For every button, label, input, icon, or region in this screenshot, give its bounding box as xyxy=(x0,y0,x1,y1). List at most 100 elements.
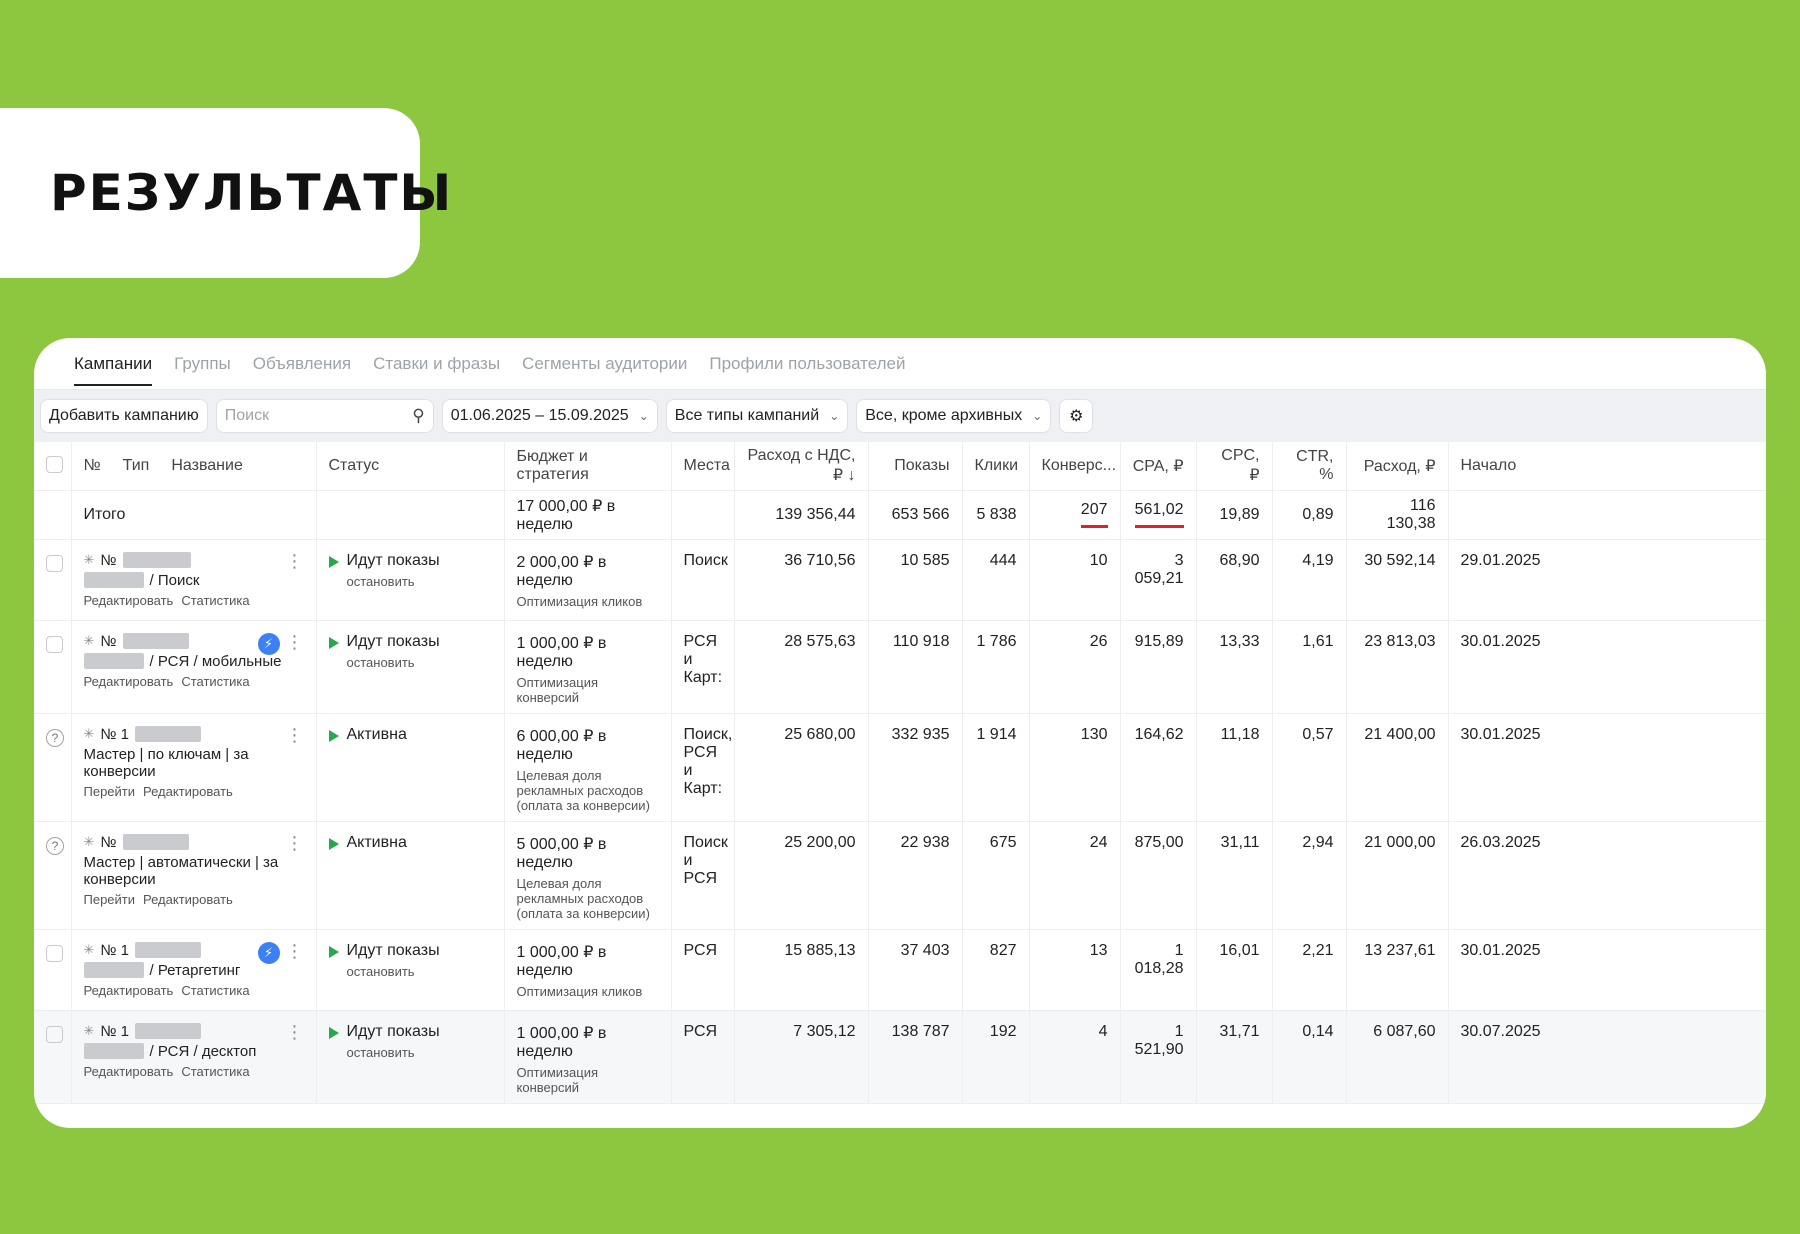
total-cpa-cell: 561,02 xyxy=(1120,490,1197,540)
budget-text: 1 000,00 ₽ в неделю xyxy=(516,1024,607,1060)
help-icon[interactable]: ? xyxy=(46,728,64,747)
spend-cell: 13 237,61 xyxy=(1346,929,1449,1011)
more-menu-icon[interactable]: ⋮ xyxy=(285,1021,304,1042)
spend-cell: 23 813,03 xyxy=(1346,620,1449,714)
more-menu-icon[interactable]: ⋮ xyxy=(285,832,304,853)
col-name[interactable]: Название xyxy=(171,456,243,474)
more-menu-icon[interactable]: ⋮ xyxy=(285,724,304,745)
col-cpc[interactable]: CPC, ₽ xyxy=(1196,442,1273,491)
select-all-checkbox[interactable] xyxy=(46,456,63,474)
tabs: Кампании Группы Объявления Ставки и фраз… xyxy=(34,338,1766,390)
add-campaign-button[interactable]: Добавить кампанию xyxy=(40,399,208,433)
table-row[interactable]: ✳ № 1 / Ретаргетинг Редактировать Статистика… xyxy=(34,929,1766,1011)
action-link-1[interactable]: Перейти xyxy=(83,891,136,907)
col-cpa[interactable]: CPA, ₽ xyxy=(1120,442,1197,491)
more-menu-icon[interactable]: ⋮ xyxy=(285,550,304,571)
stop-link[interactable]: остановить xyxy=(346,1044,415,1060)
action-link-1[interactable]: Редактировать xyxy=(83,592,174,608)
toolbar: Добавить кампанию Поиск ⚲ 01.06.2025 – 1… xyxy=(34,390,1766,442)
row-select-cell xyxy=(34,620,72,714)
more-menu-icon[interactable]: ⋮ xyxy=(285,631,304,652)
help-icon[interactable]: ? xyxy=(46,836,64,855)
status-text: Идут показы xyxy=(346,551,440,569)
campaign-name[interactable]: / Поиск xyxy=(149,571,200,589)
campaign-name-cell: ✳ № / Поиск Редактировать Статистика ⋮ xyxy=(71,539,317,621)
tab-profiles[interactable]: Профили пользователей xyxy=(709,353,906,373)
campaign-name[interactable]: / РСЯ / десктоп xyxy=(149,1042,257,1060)
clicks-cell: 1 914 xyxy=(962,713,1030,822)
archive-filter-select[interactable]: Все, кроме архивных ⌄ xyxy=(856,399,1052,433)
more-menu-icon[interactable]: ⋮ xyxy=(285,940,304,961)
col-spend-vat[interactable]: Расход с НДС, ₽ ↓ xyxy=(734,442,869,491)
stop-link[interactable]: остановить xyxy=(346,573,415,589)
table-row[interactable]: ✳ № 1 / РСЯ / десктоп Редактировать Статисти… xyxy=(34,1010,1766,1104)
row-select-cell xyxy=(34,929,72,1011)
row-checkbox[interactable] xyxy=(46,1025,63,1043)
col-start[interactable]: Начало xyxy=(1448,442,1766,491)
tab-ads[interactable]: Объявления xyxy=(252,353,352,373)
campaign-type-select[interactable]: Все типы кампаний ⌄ xyxy=(665,399,849,433)
cpa-cell: 1 018,28 xyxy=(1120,929,1197,1011)
strategy-text: Оптимизация кликов xyxy=(516,593,643,609)
table-row[interactable]: ✳ № / РСЯ / мобильные Редактировать Статисти… xyxy=(34,620,1766,714)
col-num[interactable]: № xyxy=(83,456,101,474)
action-link-2[interactable]: Редактировать xyxy=(143,783,233,799)
action-link-1[interactable]: Редактировать xyxy=(83,1063,174,1079)
spend-cell: 30 592,14 xyxy=(1346,539,1449,621)
row-checkbox[interactable] xyxy=(46,944,63,962)
cpc-cell: 31,71 xyxy=(1196,1010,1273,1104)
tab-groups[interactable]: Группы xyxy=(174,353,231,373)
total-budget: 17 000,00 ₽ в неделю xyxy=(504,490,672,540)
action-link-2[interactable]: Статистика xyxy=(181,982,250,998)
row-checkbox[interactable] xyxy=(46,635,63,653)
campaign-name[interactable]: Мастер | по ключам | за конверсии xyxy=(83,745,249,780)
redacted-id xyxy=(122,834,189,850)
action-link-2[interactable]: Статистика xyxy=(181,592,250,608)
play-icon xyxy=(328,555,339,568)
select-all-cell[interactable] xyxy=(34,442,72,491)
campaign-name[interactable]: / РСЯ / мобильные xyxy=(149,652,282,670)
status-cell: Идут показы остановить xyxy=(316,1010,505,1104)
cpc-cell: 68,90 xyxy=(1196,539,1273,621)
col-type[interactable]: Тип xyxy=(122,456,150,474)
tab-segments[interactable]: Сегменты аудитории xyxy=(522,353,688,373)
filter-settings-button[interactable]: ⚙ xyxy=(1059,399,1094,433)
spend-cell: 6 087,60 xyxy=(1346,1010,1449,1104)
campaign-name[interactable]: / Ретаргетинг xyxy=(149,961,241,979)
stop-link[interactable]: остановить xyxy=(346,654,415,670)
col-status[interactable]: Статус xyxy=(316,442,505,491)
places-cell: Поиск и РСЯ xyxy=(671,821,735,930)
status-line: Идут показы остановить xyxy=(328,551,492,589)
play-icon xyxy=(328,1026,339,1039)
col-budget[interactable]: Бюджет и стратегия xyxy=(504,442,672,491)
col-spend[interactable]: Расход, ₽ xyxy=(1346,442,1449,491)
campaign-num: № 1 xyxy=(100,725,130,743)
total-spend-vat: 139 356,44 xyxy=(734,490,869,540)
campaign-name[interactable]: Мастер | автоматически | за конверсии xyxy=(83,853,279,888)
action-link-1[interactable]: Перейти xyxy=(83,783,136,799)
action-link-1[interactable]: Редактировать xyxy=(83,982,174,998)
stop-link[interactable]: остановить xyxy=(346,963,415,979)
tab-campaigns[interactable]: Кампании xyxy=(74,342,153,386)
col-ctr[interactable]: CTR, % xyxy=(1272,442,1347,491)
table-row[interactable]: ? ✳ № Мастер | автоматически | за конверсии… xyxy=(34,821,1766,930)
cpc-cell: 31,11 xyxy=(1196,821,1273,930)
action-link-2[interactable]: Статистика xyxy=(181,673,250,689)
table-row[interactable]: ? ✳ № 1 Мастер | по ключам | за конверсии Пе… xyxy=(34,713,1766,822)
table-row[interactable]: ✳ № / Поиск Редактировать Статистика ⋮ Идут по… xyxy=(34,539,1766,621)
date-range-select[interactable]: 01.06.2025 – 15.09.2025 ⌄ xyxy=(441,399,658,433)
status-cell: Активна xyxy=(316,713,505,822)
row-checkbox[interactable] xyxy=(46,554,63,572)
campaign-num: № 1 xyxy=(100,1022,130,1040)
search-input[interactable]: Поиск ⚲ xyxy=(215,399,434,433)
status-text: Идут показы xyxy=(346,1022,440,1040)
action-link-2[interactable]: Статистика xyxy=(181,1063,250,1079)
action-link-2[interactable]: Редактировать xyxy=(143,891,233,907)
col-clicks[interactable]: Клики xyxy=(962,442,1030,491)
action-link-1[interactable]: Редактировать xyxy=(83,673,174,689)
col-conversions[interactable]: Конверс... xyxy=(1029,442,1121,491)
col-places[interactable]: Места xyxy=(671,442,735,491)
tab-bids[interactable]: Ставки и фразы xyxy=(373,353,501,373)
status-block: Идут показы остановить xyxy=(347,1023,440,1060)
col-impressions[interactable]: Показы xyxy=(868,442,963,491)
